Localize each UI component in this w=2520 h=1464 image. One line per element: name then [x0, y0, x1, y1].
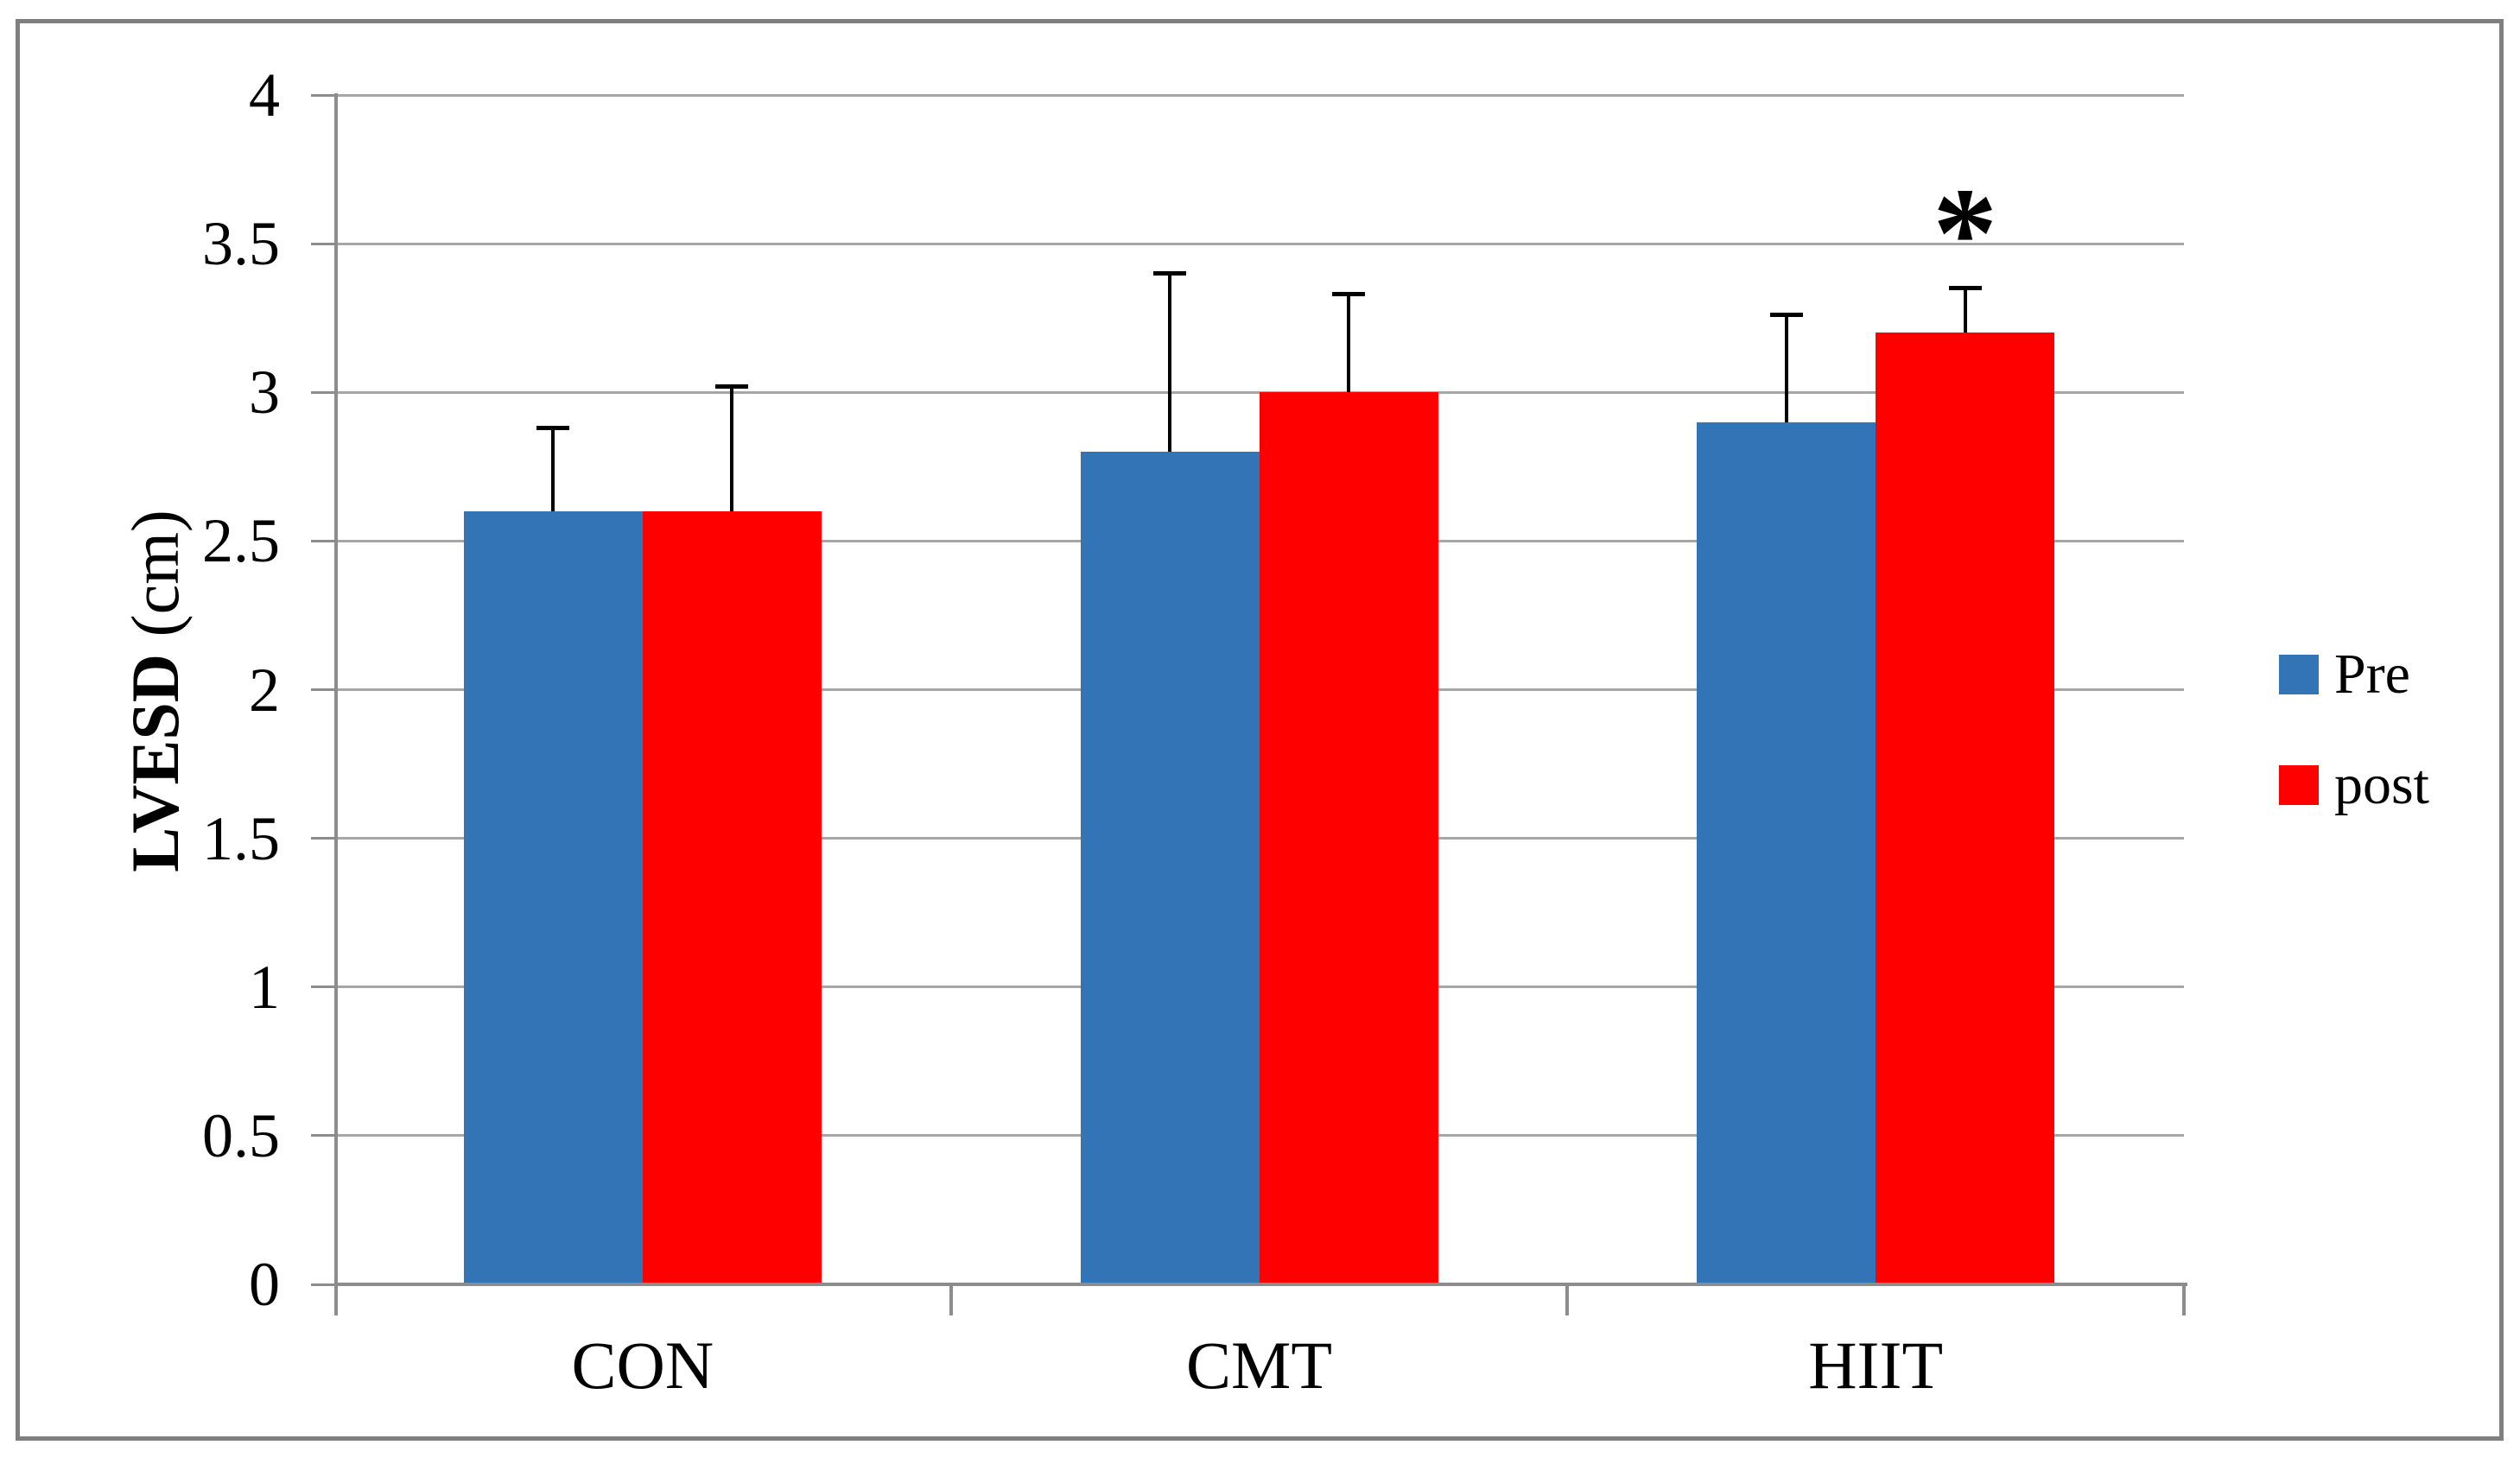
legend-label-post: post	[2334, 753, 2430, 816]
legend-item-pre: Pre	[2279, 646, 2410, 703]
error-cap-cmt-post	[1332, 292, 1365, 297]
y-tick-label-1.5: 1.5	[202, 803, 280, 873]
y-axis-tick-1.5	[311, 837, 334, 840]
legend-swatch-pre	[2279, 655, 2319, 694]
y-tick-label-3.5: 3.5	[202, 209, 280, 279]
y-axis-tick-1	[311, 986, 334, 989]
x-axis-boundary-tick-2	[1565, 1284, 1570, 1315]
error-cap-hiit-post	[1948, 286, 1982, 291]
y-axis-title-measure: LVESD	[117, 653, 193, 872]
bar-hiit-post	[1876, 333, 2055, 1284]
y-axis-tick-3.5	[311, 242, 334, 245]
y-axis-line	[334, 93, 338, 1315]
bar-cmt-post	[1259, 392, 1438, 1284]
x-axis-boundary-tick-3	[2182, 1284, 2186, 1315]
figure-border	[16, 19, 2504, 1441]
y-tick-label-4: 4	[249, 60, 280, 130]
bar-con-pre	[463, 510, 643, 1284]
error-cap-cmt-pre	[1153, 271, 1186, 276]
bar-con-post	[642, 510, 822, 1284]
y-axis-tick-4	[311, 93, 334, 97]
x-category-label-con: CON	[571, 1328, 714, 1403]
y-axis-tick-2.5	[311, 539, 334, 542]
significance-asterisk: *	[1933, 162, 1998, 306]
y-tick-label-3: 3	[249, 358, 280, 428]
legend-item-post: post	[2279, 757, 2429, 814]
error-bar-con-pre	[551, 428, 555, 511]
bar-hiit-pre	[1697, 421, 1876, 1284]
y-axis-tick-2	[311, 688, 334, 691]
x-axis-boundary-tick-1	[949, 1284, 953, 1315]
y-tick-label-0.5: 0.5	[202, 1100, 280, 1170]
y-axis-tick-0	[311, 1283, 334, 1286]
error-bar-con-post	[730, 386, 734, 511]
error-bar-cmt-pre	[1168, 273, 1171, 453]
bar-cmt-pre	[1080, 452, 1260, 1284]
error-cap-con-pre	[536, 426, 570, 431]
gridline-y-4	[334, 93, 2184, 97]
y-tick-label-2: 2	[249, 655, 280, 725]
y-axis-tick-0.5	[311, 1134, 334, 1138]
y-axis-title: LVESD (cm)	[117, 510, 193, 872]
y-tick-label-0: 0	[249, 1250, 280, 1319]
y-axis-title-unit: (cm)	[117, 510, 193, 654]
y-tick-label-1: 1	[249, 952, 280, 1022]
y-tick-label-2.5: 2.5	[202, 506, 280, 576]
error-bar-hiit-pre	[1784, 314, 1788, 422]
x-category-label-hiit: HIIT	[1808, 1328, 1944, 1403]
legend-label-pre: Pre	[2334, 643, 2410, 706]
gridline-y-3.5	[334, 242, 2184, 245]
x-category-label-cmt: CMT	[1185, 1328, 1333, 1403]
legend-swatch-post	[2279, 765, 2319, 805]
error-bar-hiit-post	[1963, 288, 1967, 333]
error-cap-con-post	[715, 383, 749, 389]
y-axis-tick-3	[311, 390, 334, 394]
x-axis-line	[334, 1283, 2187, 1286]
error-cap-hiit-pre	[1769, 313, 1803, 318]
error-bar-cmt-post	[1347, 294, 1350, 393]
